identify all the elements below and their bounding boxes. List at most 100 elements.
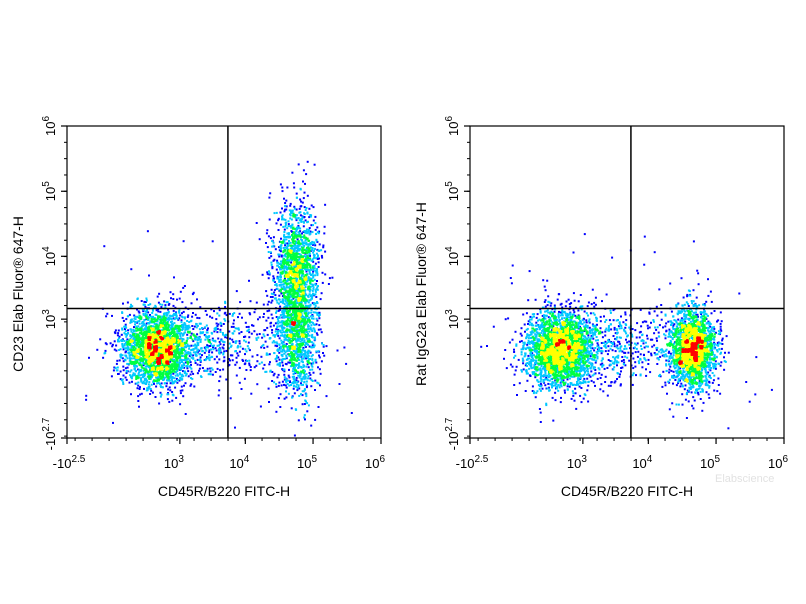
- event-dot: [310, 311, 313, 314]
- event-dot: [164, 324, 167, 327]
- event-dot: [182, 310, 185, 313]
- event-dot: [275, 222, 278, 225]
- event-dot: [149, 369, 151, 372]
- event-dot: [128, 381, 131, 384]
- event-dot: [195, 326, 198, 329]
- event-dot: [192, 354, 195, 357]
- event-dot: [164, 364, 167, 367]
- event-dot: [309, 358, 311, 360]
- event-dot: [293, 384, 296, 387]
- event-dot: [305, 383, 308, 386]
- event-dot: [262, 367, 265, 370]
- event-dot: [321, 281, 324, 284]
- event-dot: [283, 338, 286, 341]
- event-dot: [301, 327, 304, 330]
- event-dot: [148, 274, 150, 277]
- event-dot: [182, 359, 185, 362]
- event-dot: [114, 367, 117, 370]
- event-dot: [301, 394, 304, 397]
- event-dot: [247, 347, 250, 350]
- event-dot: [135, 382, 138, 385]
- event-dot: [288, 353, 291, 356]
- event-dot: [281, 324, 284, 327]
- event-dot: [307, 287, 310, 290]
- event-dot: [283, 336, 286, 339]
- event-dot: [275, 284, 278, 287]
- event-dot: [284, 305, 287, 308]
- event-dot: [277, 261, 280, 264]
- event-dot: [262, 343, 265, 346]
- event-dot: [256, 354, 259, 357]
- event-dot: [186, 320, 189, 322]
- event-dot: [136, 377, 139, 380]
- event-dot: [241, 316, 243, 319]
- event-dot: [300, 380, 303, 383]
- event-dot: [153, 338, 156, 341]
- event-dot: [177, 368, 179, 371]
- event-dot: [145, 389, 148, 392]
- event-dot: [273, 341, 276, 344]
- event-dot: [199, 332, 202, 335]
- event-dot: [305, 365, 308, 368]
- event-dot: [295, 340, 298, 343]
- event-dot: [261, 336, 264, 339]
- event-dot: [133, 314, 136, 317]
- event-dot: [301, 250, 304, 252]
- event-dot: [295, 352, 298, 355]
- event-dot: [286, 304, 289, 307]
- event-dot: [350, 412, 353, 414]
- event-dot: [314, 284, 317, 287]
- event-dot: [194, 351, 197, 354]
- event-dot: [180, 341, 183, 343]
- event-dot: [282, 364, 284, 367]
- event-dot: [173, 350, 176, 353]
- event-dot: [165, 335, 168, 338]
- event-dot: [294, 231, 297, 234]
- event-dot: [310, 277, 313, 280]
- event-dot: [278, 298, 281, 301]
- event-dot: [118, 340, 121, 343]
- event-dot: [173, 312, 176, 315]
- event-dot: [272, 324, 275, 327]
- event-dot: [279, 278, 282, 281]
- event-dot: [306, 251, 309, 254]
- event-dot: [286, 257, 289, 260]
- event-dot: [177, 310, 180, 313]
- event-dot: [269, 296, 272, 298]
- event-dot: [290, 284, 293, 287]
- event-dot: [285, 199, 288, 202]
- event-dot: [180, 366, 183, 369]
- event-dot: [214, 340, 217, 343]
- event-dot: [206, 337, 209, 340]
- event-dot: [292, 214, 295, 217]
- event-dot: [130, 336, 133, 339]
- event-dot: [294, 235, 297, 238]
- event-dot: [270, 301, 273, 304]
- event-dot: [315, 317, 318, 320]
- event-dot: [176, 346, 179, 349]
- event-dot: [207, 335, 210, 338]
- event-dot: [313, 302, 316, 305]
- event-dot: [121, 354, 124, 357]
- event-dot: [306, 262, 309, 265]
- event-dot: [178, 339, 181, 342]
- event-dot: [284, 222, 287, 224]
- event-dot: [307, 332, 309, 335]
- event-dot: [278, 348, 281, 351]
- event-dot: [170, 318, 173, 320]
- event-dot: [276, 376, 279, 379]
- event-dot: [285, 236, 288, 238]
- event-dot: [246, 345, 249, 348]
- event-dot: [284, 208, 287, 211]
- event-dot: [176, 336, 179, 339]
- event-dot: [132, 347, 135, 350]
- event-dot: [292, 235, 295, 238]
- event-dot: [139, 329, 142, 332]
- event-dot: [291, 357, 294, 360]
- event-dot: [181, 326, 183, 329]
- event-dot: [184, 326, 187, 329]
- event-dot: [310, 268, 313, 271]
- event-dot: [315, 323, 318, 326]
- event-dot: [163, 369, 166, 372]
- event-dot: [222, 351, 225, 354]
